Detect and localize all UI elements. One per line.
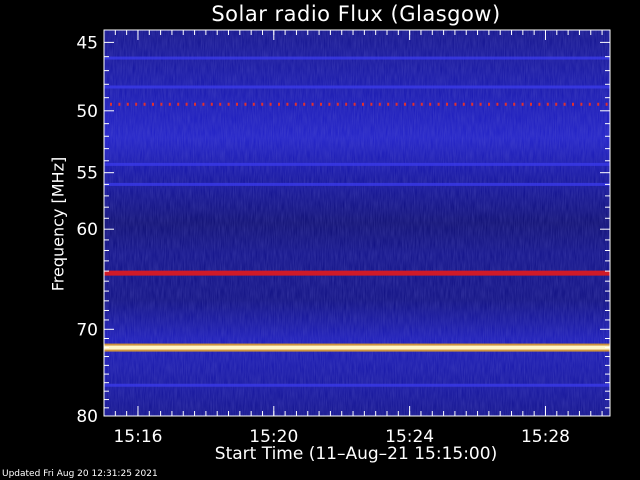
band-dot: [572, 102, 574, 106]
band-dot: [588, 102, 591, 106]
band-dot: [177, 102, 180, 106]
x-tick-label: 15:28: [521, 427, 570, 447]
band-dot: [152, 102, 154, 106]
band-dot: [143, 102, 146, 106]
y-tick-label: 50: [76, 102, 98, 122]
band-dot: [126, 102, 129, 106]
chart-title: Solar radio Flux (Glasgow): [211, 2, 501, 26]
band-dot: [437, 102, 440, 106]
band-dot: [597, 102, 600, 106]
y-tick-label: 60: [76, 220, 98, 240]
band-dot: [219, 102, 222, 106]
y-axis-label: Frequency [MHz]: [48, 156, 68, 292]
band-dot: [513, 102, 516, 106]
y-tick-label: 80: [76, 407, 98, 427]
band-dot: [185, 102, 188, 106]
band-dot: [538, 102, 541, 106]
band-dot: [345, 102, 348, 106]
band-dot: [328, 102, 331, 106]
band-dot: [269, 102, 272, 106]
spectrogram-noise: [104, 30, 610, 416]
band-dot: [286, 102, 289, 106]
band-dot: [336, 102, 339, 106]
band-dot: [252, 102, 255, 106]
band-6: [104, 345, 610, 350]
y-tick-label: 45: [76, 33, 98, 53]
band-dot: [353, 102, 356, 106]
x-tick-label: 15:24: [385, 427, 434, 447]
plot-area: [104, 30, 610, 416]
band-0: [104, 56, 610, 60]
band-dot: [454, 102, 457, 106]
band-dot: [462, 102, 465, 106]
band-dot: [395, 102, 398, 106]
band-dot: [168, 102, 171, 106]
band-dot: [404, 102, 406, 106]
band-dot: [488, 102, 490, 106]
band-dot: [429, 102, 432, 106]
band-dot: [412, 102, 415, 106]
band-dot: [227, 102, 230, 106]
band-dot: [135, 102, 138, 106]
band-dot: [202, 102, 205, 106]
plot-frame: [103, 29, 611, 417]
band-dot: [320, 102, 322, 106]
band-dot: [370, 102, 373, 106]
band-dot: [580, 102, 583, 106]
band-dot: [362, 102, 364, 106]
band-7: [104, 383, 610, 387]
band-dot: [563, 102, 566, 106]
band-dot: [530, 102, 532, 106]
band-dot: [420, 102, 423, 106]
band-dot: [504, 102, 507, 106]
band-dot: [236, 102, 238, 106]
y-tick-label: 55: [76, 164, 98, 184]
axes: 45 50 55 60 70 80 15:16 15:20 15:24 15:28: [76, 29, 611, 447]
band-dot: [546, 102, 549, 106]
band-4: [104, 182, 610, 186]
band-dot: [378, 102, 381, 106]
band-dot: [387, 102, 390, 106]
band-dot: [479, 102, 482, 106]
band-dot: [311, 102, 314, 106]
band-dot: [471, 102, 474, 106]
band-1: [104, 85, 610, 89]
x-tick-label: 15:20: [249, 427, 298, 447]
band-5: [104, 270, 610, 276]
band-dot: [303, 102, 306, 106]
band-dot: [244, 102, 247, 106]
y-tick-label: 70: [76, 320, 98, 340]
band-dot: [521, 102, 524, 106]
updated-timestamp: Updated Fri Aug 20 12:31:25 2021: [2, 469, 158, 479]
band-dot: [110, 102, 112, 106]
band-dot: [194, 102, 196, 106]
band-dot: [294, 102, 297, 106]
band-dot: [261, 102, 264, 106]
band-dot: [496, 102, 499, 106]
band-dot: [555, 102, 558, 106]
x-axis-label: Start Time (11–Aug–21 15:15:00): [214, 444, 498, 464]
band-dot: [210, 102, 213, 106]
band-dot: [278, 102, 280, 106]
band-3: [104, 162, 610, 166]
band-dot: [160, 102, 163, 106]
x-tick-label: 15:16: [113, 427, 162, 447]
band-dot: [605, 102, 608, 106]
band-dot: [446, 102, 448, 106]
band-dot: [118, 102, 121, 106]
